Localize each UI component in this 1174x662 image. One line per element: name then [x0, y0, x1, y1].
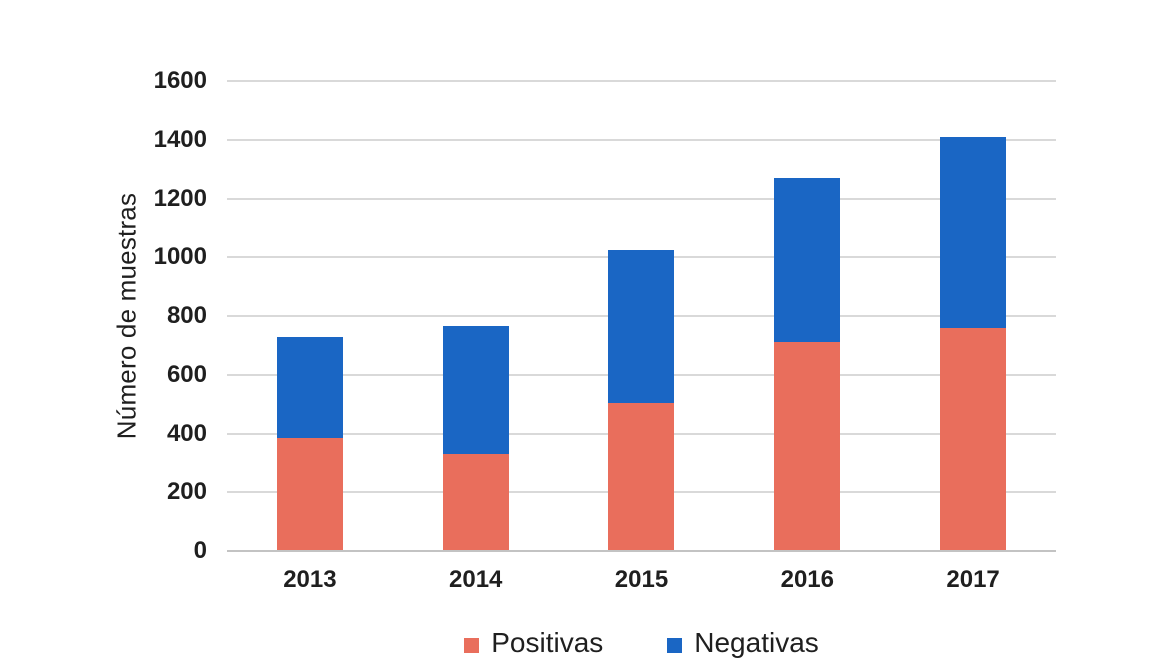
legend-marker-positivas-icon — [464, 637, 480, 653]
bar-slot-2013 — [227, 81, 393, 551]
x-tick-label-2017: 2017 — [946, 566, 1000, 593]
bar-segment-positivas-2014 — [442, 454, 509, 551]
stacked-bar-2017 — [940, 81, 1007, 551]
stacked-bar-2015 — [608, 81, 675, 551]
stacked-bar-2016 — [774, 81, 841, 551]
y-tick-label-1000: 1000 — [153, 243, 207, 271]
y-tick-label-1400: 1400 — [153, 125, 207, 153]
bar-slot-2014 — [393, 81, 559, 551]
bar-slot-2016 — [724, 81, 890, 551]
legend-item-positivas: Positivas — [464, 627, 603, 659]
x-axis-tick-labels: 2013 2014 2015 2016 2017 — [227, 564, 1056, 596]
bar-segment-negativas-2013 — [276, 336, 343, 438]
gridline-y1200 — [227, 197, 1056, 200]
y-tick-label-200: 200 — [166, 478, 207, 506]
bars-row — [227, 81, 1056, 551]
y-tick-label-600: 600 — [166, 360, 207, 388]
stacked-bar-2013 — [276, 81, 343, 551]
stacked-bar-2014 — [442, 81, 509, 551]
bar-slot-2015 — [559, 81, 725, 551]
x-tick-label-2013: 2013 — [283, 566, 337, 593]
bar-segment-positivas-2015 — [608, 402, 675, 551]
bar-segment-negativas-2017 — [940, 136, 1007, 328]
y-tick-label-0: 0 — [193, 537, 207, 564]
bar-segment-positivas-2016 — [774, 342, 841, 551]
legend-item-negativas: Negativas — [667, 627, 819, 659]
gridline-y1400 — [227, 138, 1056, 141]
plot-area — [227, 80, 1056, 552]
y-tick-label-1600: 1600 — [153, 67, 207, 94]
bar-segment-negativas-2016 — [774, 177, 841, 343]
y-tick-label-1200: 1200 — [153, 184, 207, 212]
bar-segment-positivas-2017 — [940, 327, 1007, 551]
y-tick-label-400: 400 — [166, 419, 207, 447]
y-tick-label-800: 800 — [166, 302, 207, 329]
bar-segment-positivas-2013 — [276, 437, 343, 551]
gridline-y1600 — [227, 80, 1056, 82]
x-axis-line — [227, 550, 1056, 552]
bar-slot-2017 — [890, 81, 1056, 551]
bar-segment-negativas-2014 — [442, 326, 509, 455]
x-tick-label-2015: 2015 — [614, 566, 669, 593]
legend-marker-negativas-icon — [667, 637, 683, 653]
legend-label-positivas: Positivas — [491, 627, 604, 658]
legend-label-negativas: Negativas — [694, 627, 819, 658]
bar-segment-negativas-2015 — [608, 249, 675, 403]
legend: Positivas Negativas — [227, 624, 1056, 662]
x-tick-label-2014: 2014 — [449, 566, 503, 593]
y-axis-tick-labels: 0 200 400 600 800 1000 1200 1400 1600 — [0, 67, 207, 564]
x-tick-label-2016: 2016 — [780, 566, 834, 593]
